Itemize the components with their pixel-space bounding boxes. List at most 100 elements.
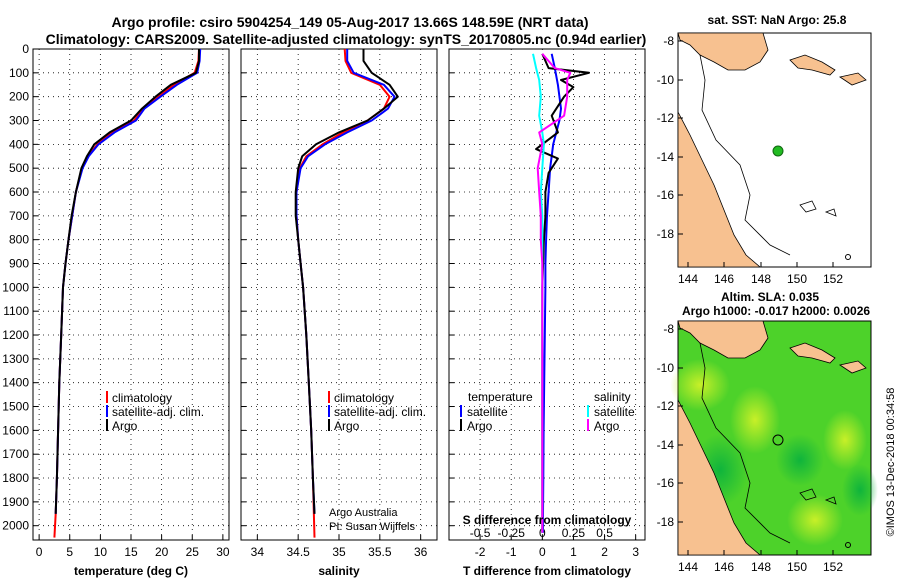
legend-title-salinity: salinity — [594, 390, 631, 404]
x-tick-label: 35 — [332, 545, 346, 559]
map-lat-label: -18 — [657, 227, 675, 241]
temperature-panel: 0100200300400500600700800900100011001200… — [2, 42, 230, 559]
legend-label-t-satellite: satellite — [467, 405, 508, 419]
sla-map-title-2: Argo h1000: -0.017 h2000: 0.0026 — [682, 304, 870, 318]
s-difference-label: S difference from climatology — [463, 513, 632, 527]
bathymetry-contour — [699, 54, 791, 256]
queensland-land — [677, 399, 762, 556]
island-land — [838, 72, 867, 86]
legend-label-t-argo: Argo — [467, 419, 493, 433]
y-tick-label: 900 — [9, 257, 29, 271]
map-lat-label: -8 — [663, 322, 674, 336]
queensland-land — [677, 111, 762, 268]
x-tick-label: -1 — [506, 545, 517, 559]
y-tick-label: 600 — [9, 185, 29, 199]
title-line-1: Argo profile: csiro 5904254_149 05-Aug-2… — [112, 14, 589, 30]
x-tick-label: 0 — [539, 545, 546, 559]
x-tick-label: 15 — [124, 545, 138, 559]
sla-anomaly-high — [823, 410, 867, 470]
y-tick-label: 700 — [9, 209, 29, 223]
x-tick-label: 3 — [632, 545, 639, 559]
sla-map — [670, 320, 878, 556]
legend-label-satellite: satellite-adj. clim. — [112, 405, 204, 419]
x-tick-label: 34.5 — [286, 545, 310, 559]
island-land — [789, 342, 836, 364]
y-tick-label: 1800 — [2, 471, 29, 485]
y-tick-label: 800 — [9, 233, 29, 247]
argo-float-marker — [772, 145, 784, 157]
x-tick-label: -2 — [475, 545, 486, 559]
y-tick-label: 1400 — [2, 376, 29, 390]
sla-map-title-1: Altim. SLA: 0.035 — [721, 290, 819, 304]
legend-label-argo: Argo — [334, 419, 360, 433]
x-tick-label: 1 — [570, 545, 577, 559]
legend-label-climatology: climatology — [334, 391, 394, 405]
salinity-legend: climatology satellite-adj. clim. Argo — [328, 391, 426, 433]
sla-anomaly-high — [670, 359, 730, 411]
x-tick-label: 2 — [601, 545, 608, 559]
y-tick-label: 400 — [9, 137, 29, 151]
temperature-xlabel: temperature (deg C) — [74, 564, 188, 578]
x-tick-label: 5 — [66, 545, 73, 559]
difference-panel-frame — [448, 48, 646, 541]
sla-anomaly-high — [787, 494, 843, 546]
map-lon-label: 150 — [787, 272, 807, 286]
island-land — [789, 54, 836, 76]
map-lon-label: 148 — [751, 272, 771, 286]
difference-legend: temperature salinity satellite Argo sate… — [460, 390, 635, 433]
s-diff-tick-label: -0.5 — [470, 526, 491, 540]
map-lat-label: -14 — [657, 150, 675, 164]
y-tick-label: 1300 — [2, 352, 29, 366]
reef-outline — [824, 496, 837, 505]
y-tick-label: 200 — [9, 90, 29, 104]
legend-label-climatology: climatology — [112, 391, 172, 405]
sla-anomaly-high — [730, 386, 780, 454]
sst-map-title: sat. SST: NaN Argo: 25.8 — [708, 13, 847, 27]
map-lon-label: 152 — [823, 560, 843, 574]
png-land — [677, 320, 769, 359]
series-line-t-satellite — [542, 53, 562, 533]
x-tick-label: 30 — [216, 545, 230, 559]
y-tick-label: 0 — [22, 42, 29, 56]
map-lat-label: -18 — [657, 515, 675, 529]
map-lat-label: -14 — [657, 438, 675, 452]
map-lat-label: -8 — [663, 34, 674, 48]
y-tick-label: 1500 — [2, 400, 29, 414]
legend-label-argo: Argo — [112, 419, 138, 433]
map-lon-label: 146 — [714, 560, 734, 574]
island-land — [838, 360, 867, 374]
x-tick-label: 36 — [414, 545, 428, 559]
map-lon-label: 148 — [751, 560, 771, 574]
y-tick-label: 1000 — [2, 280, 29, 294]
sst-map — [677, 32, 872, 268]
map-lon-label: 146 — [714, 272, 734, 286]
series-line-argo — [294, 49, 399, 514]
x-tick-label: 10 — [94, 545, 108, 559]
x-tick-label: 25 — [186, 545, 200, 559]
map-lat-label: -16 — [657, 476, 675, 490]
y-tick-label: 1100 — [3, 304, 29, 318]
y-tick-label: 500 — [9, 161, 29, 175]
x-tick-label: 0 — [36, 545, 43, 559]
difference-xlabel: T difference from climatology — [463, 564, 631, 578]
sla-anomaly-low — [776, 434, 824, 486]
x-tick-label: 20 — [155, 545, 169, 559]
s-diff-tick-label: 0.5 — [596, 526, 613, 540]
map-lat-label: -10 — [657, 361, 675, 375]
map-lon-label: 150 — [787, 560, 807, 574]
x-tick-label: 34 — [251, 545, 265, 559]
bathymetry-contour — [699, 342, 791, 544]
y-tick-label: 1700 — [2, 447, 29, 461]
png-land — [677, 32, 769, 71]
map-lat-label: -12 — [657, 111, 675, 125]
sla-anomaly-low — [842, 464, 878, 516]
legend-label-s-satellite: satellite — [594, 405, 635, 419]
y-tick-label: 1600 — [2, 423, 29, 437]
reef-outline — [799, 488, 817, 501]
map-lat-label: -12 — [657, 399, 675, 413]
series-line-argo — [54, 49, 200, 514]
series-line-s-argo — [536, 53, 572, 533]
credit-argo-australia: Argo Australia — [329, 507, 398, 519]
reef-outline — [799, 200, 817, 213]
sla-map-ticks: 144 146 148 150 152 -8 -10 -12 -14 -16 -18 — [657, 322, 844, 574]
